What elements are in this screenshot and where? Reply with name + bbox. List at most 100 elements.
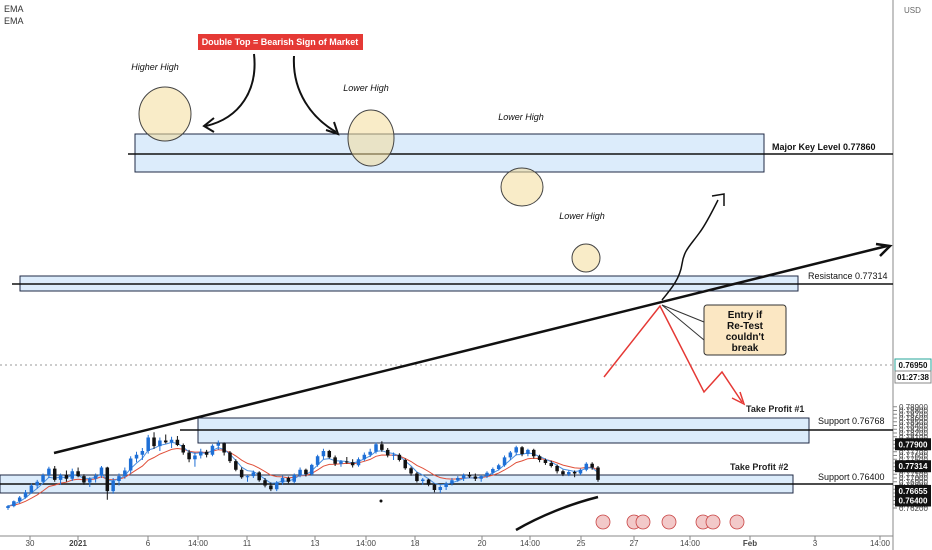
candle-body — [549, 463, 554, 466]
curved-arrow-left-head — [202, 117, 215, 133]
candle-body — [304, 469, 308, 475]
price-tag-box — [894, 370, 932, 384]
candle-body — [298, 469, 302, 475]
candle-body — [234, 461, 238, 470]
y-tick-label: 0.77000 — [899, 474, 928, 483]
candle-body — [88, 478, 92, 483]
candle-body — [444, 483, 448, 487]
y-tick-label: 0.78400 — [899, 422, 928, 431]
price-tag-box — [895, 460, 931, 473]
candle-body — [415, 473, 419, 481]
candle-body — [421, 479, 425, 481]
bull-scenario-path — [661, 199, 719, 301]
candle-body — [450, 480, 454, 484]
higher-high-circle — [138, 86, 192, 142]
candle-body — [82, 476, 86, 483]
candle-body — [432, 484, 437, 490]
y-tick-label: 0.78500 — [899, 418, 928, 427]
resistance-label: Resistance 0.77314 — [808, 271, 888, 281]
candle-body — [6, 506, 10, 508]
lower-high-circle-1 — [347, 109, 395, 167]
candle-body — [496, 465, 501, 469]
x-tick-label: 14:00 — [356, 539, 377, 548]
candle-body — [58, 475, 63, 480]
candle-body — [485, 472, 489, 477]
candle-body — [187, 452, 191, 460]
take-profit-1-label: Take Profit #1 — [746, 404, 804, 414]
candle-body — [327, 451, 332, 458]
candle-body — [543, 460, 548, 463]
price-tag-label: 0.77314 — [899, 462, 928, 471]
y-tick-label: 0.78800 — [899, 407, 928, 416]
candle-body — [239, 469, 244, 478]
us-flag-icon — [729, 514, 745, 530]
candle-body — [251, 472, 256, 477]
candle-body — [76, 471, 80, 477]
candle-body — [526, 449, 530, 454]
candle-body — [280, 478, 285, 483]
candle-body — [204, 451, 209, 455]
candle-body — [520, 447, 524, 454]
candle-body — [508, 452, 513, 458]
candle-body — [140, 451, 145, 455]
candle-body — [169, 439, 174, 443]
x-tick-label: 30 — [26, 539, 35, 548]
bear-scenario-path — [603, 304, 743, 403]
y-tick-label: 0.78600 — [899, 414, 928, 423]
candle-body — [467, 475, 472, 477]
indicator-label-2: EMA — [4, 16, 24, 26]
higher-high-label: Higher High — [131, 62, 179, 72]
x-tick-label: 18 — [411, 539, 420, 548]
y-tick-label: 0.78200 — [899, 429, 928, 438]
price-tag-label: 0.76655 — [899, 487, 928, 496]
price-tag-label: 01:27:38 — [897, 373, 930, 382]
y-tick-label: 0.77700 — [899, 448, 928, 457]
lower-high-circle-2 — [500, 167, 544, 207]
us-flag-icon — [595, 514, 611, 530]
candle-body — [134, 454, 139, 459]
candle-body — [23, 492, 28, 498]
candle-body — [362, 454, 367, 460]
entry-note-line-4: break — [732, 343, 759, 354]
candle-body — [537, 456, 542, 460]
candle-body — [461, 475, 466, 478]
time-axis: 30 2021 6 14:00 11 13 14:00 18 20 14:00 25 27 14:00 F… — [26, 536, 891, 548]
candle-body — [64, 475, 69, 479]
lower-high-label-2: Lower High — [498, 112, 544, 122]
high-circles — [138, 86, 601, 273]
candle-body — [397, 454, 402, 460]
price-tag-box — [895, 438, 931, 451]
candle-body — [596, 467, 600, 480]
candle-body — [590, 463, 594, 468]
trendline-arrowhead — [875, 242, 893, 257]
candle-body — [52, 468, 57, 480]
candle-body — [222, 443, 226, 453]
y-tick-label: 0.78300 — [899, 425, 928, 434]
candle-body — [531, 449, 536, 457]
x-tick-label: 2021 — [69, 539, 87, 548]
y-tick-label: 0.78100 — [899, 433, 928, 442]
candle-body — [257, 472, 261, 481]
indicator-label-1: EMA — [4, 4, 24, 14]
candle-body — [572, 472, 577, 474]
candle-body — [210, 445, 215, 455]
candle-body — [514, 447, 518, 453]
take-profit-2-label: Take Profit #2 — [730, 462, 788, 472]
candle-body — [117, 476, 121, 481]
currency-label: USD — [904, 6, 921, 15]
candle-body — [578, 469, 583, 474]
candle-body — [128, 458, 133, 471]
x-tick-label: 27 — [630, 539, 639, 548]
price-tag-label: 0.76400 — [899, 497, 928, 506]
us-flag-icon — [635, 514, 651, 530]
candle-body — [333, 457, 337, 464]
x-tick-label: 14:00 — [520, 539, 541, 548]
candle-body — [274, 482, 279, 490]
price-tags: 0.77900 0.77314 0.76950 01:27:38 0.766550.76… — [894, 358, 932, 507]
candle-body — [12, 501, 16, 507]
candle-body — [175, 439, 180, 445]
candle-body — [567, 472, 571, 475]
major-key-zone — [134, 133, 765, 173]
candle-body — [561, 471, 565, 475]
